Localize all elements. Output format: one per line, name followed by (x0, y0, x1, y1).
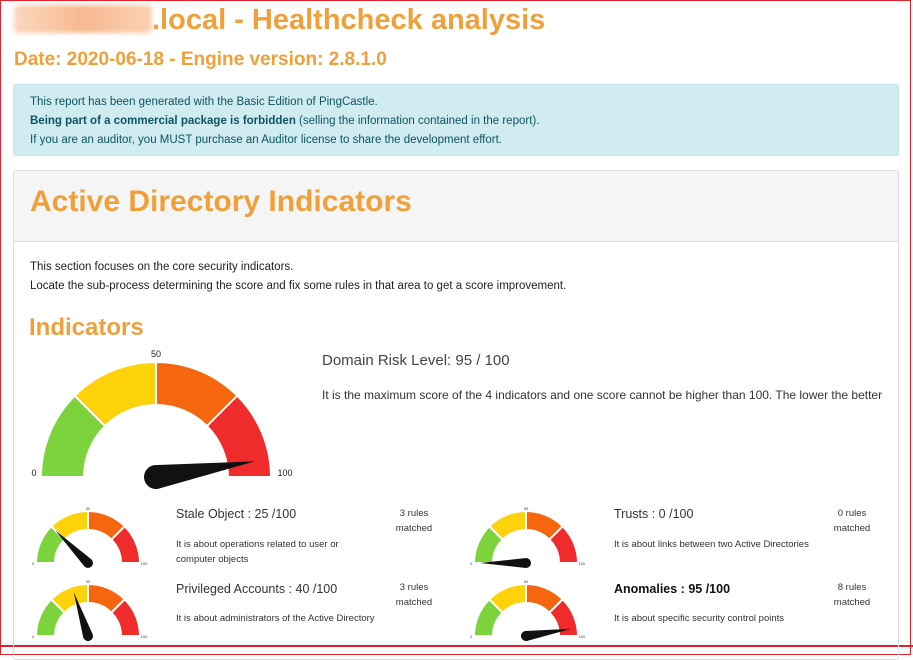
intro-line-2: Locate the sub-process determining the s… (30, 280, 567, 292)
gauge-arcs (34, 582, 142, 637)
gauge-segment-red (547, 597, 580, 637)
intro-line-1: This section focuses on the core securit… (30, 261, 294, 273)
trusts-desc: It is about links between two Active Dir… (614, 539, 809, 550)
gauge-tick-mid: 50 (86, 506, 91, 511)
section-intro: This section focuses on the core securit… (30, 258, 566, 296)
trusts-score: Trusts : 0 /100 (614, 507, 694, 521)
gauge-segment-red (547, 524, 580, 564)
panel-header: Active Directory Indicators (14, 171, 898, 242)
trusts-gauge: 0 50 100 (470, 506, 586, 568)
notice-line-3: If you are an auditor, you MUST purchase… (30, 134, 502, 146)
gauge-needle (55, 530, 94, 569)
gauge-needle (73, 592, 93, 641)
notice-line-1: This report has been generated with the … (30, 96, 378, 108)
gauge-tick-min: 0 (32, 634, 35, 639)
stale-object-desc: It is about operations related to user o… (176, 539, 339, 565)
gauge-arcs (39, 360, 273, 478)
privileged-accounts-desc: It is about administrators of the Active… (176, 613, 375, 624)
privileged-accounts-rules: 3 rules matched (395, 582, 433, 608)
report-date: Date: 2020-06-18 - Engine version: 2.8.1… (14, 49, 387, 70)
indicators-title: Indicators (29, 314, 144, 341)
section-title: Active Directory Indicators (30, 185, 412, 218)
gauge-tick-mid: 50 (151, 349, 161, 359)
stale-object-rules: 3 rules matched (395, 508, 433, 534)
domain-risk-description: It is the maximum score of the 4 indicat… (322, 388, 883, 402)
trusts-rules: 0 rules matched (833, 508, 871, 534)
notice-line-2: Being part of a commercial package is fo… (30, 112, 882, 131)
notice-forbidden: Being part of a commercial package is fo… (30, 115, 296, 127)
gauge-arcs (34, 509, 142, 564)
license-notice: This report has been generated with the … (13, 84, 899, 156)
gauge-needle (480, 558, 531, 568)
gauge-tick-mid: 50 (524, 506, 529, 511)
domain-risk-gauge: 50 0 100 (31, 349, 293, 489)
redacted-domain (14, 5, 152, 33)
gauge-needle (520, 628, 572, 642)
gauge-tick-max: 100 (141, 561, 148, 566)
frame-divider (0, 645, 913, 647)
gauge-tick-min: 0 (32, 561, 35, 566)
gauge-tick-max: 100 (579, 561, 586, 566)
gauge-tick-max: 100 (277, 468, 292, 478)
gauge-segment-red (205, 394, 273, 478)
stale-object-score: Stale Object : 25 /100 (176, 507, 297, 521)
gauge-tick-min: 0 (470, 561, 473, 566)
page-title-text: .local - Healthcheck analysis (152, 4, 546, 36)
stale-object-gauge: 0 50 100 (32, 506, 148, 569)
gauge-tick-mid: 50 (524, 579, 529, 584)
gauge-tick-min: 0 (470, 634, 473, 639)
anomalies-desc: It is about specific security control po… (614, 613, 785, 624)
gauge-tick-mid: 50 (86, 579, 91, 584)
gauge-segment-red (109, 597, 142, 637)
domain-risk-level: Domain Risk Level: 95 / 100 (322, 352, 510, 369)
page-title: .local - Healthcheck analysis (14, 4, 545, 37)
notice-line-2-rest: (selling the information contained in th… (295, 115, 540, 127)
gauge-arcs (472, 509, 580, 564)
anomalies-rules: 8 rules matched (833, 582, 871, 608)
gauge-tick-min: 0 (31, 468, 36, 478)
indicators-panel: Active Directory Indicators (13, 170, 899, 660)
gauge-tick-max: 100 (141, 634, 148, 639)
privileged-accounts-gauge: 0 50 100 (32, 579, 148, 641)
anomalies-score: Anomalies : 95 /100 (614, 582, 731, 596)
gauge-arcs (472, 582, 580, 637)
gauge-segment-red (109, 524, 142, 564)
gauge-needle (144, 461, 255, 489)
gauge-tick-max: 100 (579, 634, 586, 639)
privileged-accounts-score: Privileged Accounts : 40 /100 (176, 582, 338, 596)
anomalies-gauge: 0 50 100 (470, 579, 586, 642)
